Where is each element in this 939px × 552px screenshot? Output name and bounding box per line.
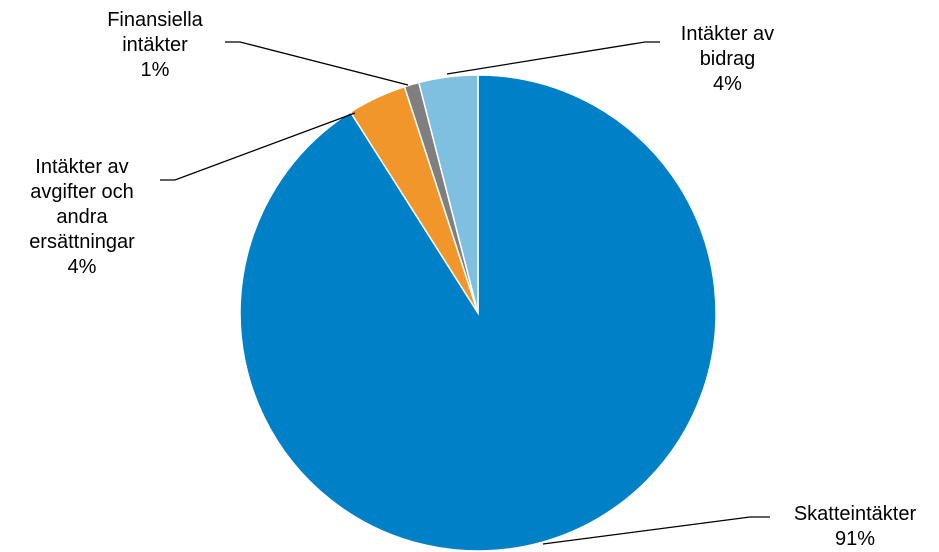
data-label: Intäkter av bidrag 4% [660,22,795,97]
category-label: Intäkter av bidrag [680,23,775,70]
value-label: 91% [834,528,876,550]
data-label: Finansiella intäkter 1% [85,8,225,83]
data-label: Skatteintäkter 91% [770,502,939,552]
value-label: 1% [140,59,170,81]
leader-line [446,41,660,75]
leader-line [225,41,409,86]
value-label: 4% [67,256,97,278]
pie-slice [417,74,479,314]
category-label: Skatteintäkter [793,503,917,525]
category-label: Intäkter av avgifter och andra ersättnin… [29,156,135,253]
data-label: Intäkter av avgifter och andra ersättnin… [2,155,162,280]
leader-line [542,516,770,545]
category-label: Finansiella intäkter [107,9,203,56]
value-label: 4% [713,73,742,95]
leader-line [160,112,356,181]
